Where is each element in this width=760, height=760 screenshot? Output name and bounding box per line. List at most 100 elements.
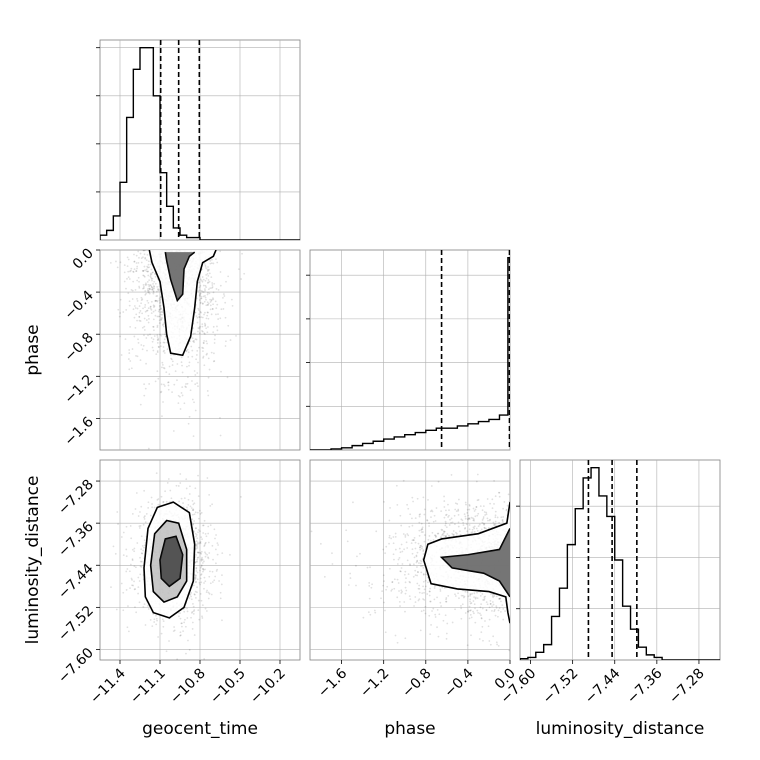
scatter-point <box>186 617 189 619</box>
scatter-point <box>136 355 139 358</box>
scatter-point <box>201 302 204 305</box>
scatter-point <box>473 603 476 606</box>
scatter-point <box>319 542 322 545</box>
scatter-point <box>460 605 462 607</box>
scatter-point <box>142 284 145 286</box>
scatter-point <box>411 539 414 542</box>
scatter-point <box>471 531 474 533</box>
scatter-point <box>145 319 148 321</box>
scatter-point <box>419 559 422 562</box>
scatter-point <box>493 608 496 611</box>
scatter-point <box>470 602 473 604</box>
scatter-point <box>201 558 204 561</box>
scatter-point <box>207 279 210 281</box>
scatter-point <box>426 581 429 584</box>
scatter-point <box>468 528 471 531</box>
scatter-point <box>129 525 132 527</box>
scatter-point <box>482 639 484 642</box>
scatter-point <box>141 326 144 329</box>
scatter-point <box>457 592 459 595</box>
scatter-point <box>143 603 146 606</box>
scatter-point <box>349 577 352 579</box>
scatter-point <box>196 571 199 574</box>
scatter-point <box>206 477 209 479</box>
scatter-point <box>480 617 483 620</box>
scatter-point <box>204 311 206 314</box>
scatter-point <box>222 308 225 310</box>
scatter-point <box>208 592 211 595</box>
scatter-point <box>468 617 471 620</box>
scatter-point <box>142 274 145 277</box>
scatter-point <box>194 487 197 490</box>
scatter-point <box>158 297 161 300</box>
scatter-point <box>165 500 168 503</box>
scatter-point <box>158 322 161 324</box>
scatter-point <box>179 612 181 615</box>
scatter-point <box>197 556 200 559</box>
scatter-point <box>177 402 180 405</box>
scatter-point <box>197 517 200 520</box>
scatter-point <box>441 534 444 537</box>
scatter-point <box>467 518 470 521</box>
scatter-point <box>127 605 129 607</box>
ytick-label: −7.44 <box>55 561 97 603</box>
scatter-point <box>420 531 423 533</box>
scatter-point <box>437 635 440 638</box>
scatter-point <box>134 307 137 309</box>
scatter-point <box>193 341 195 344</box>
scatter-point <box>153 305 156 308</box>
scatter-point <box>195 561 198 563</box>
scatter-point <box>159 311 162 314</box>
hist-step-geocent_time <box>100 46 300 240</box>
scatter-point <box>200 559 203 562</box>
scatter-point <box>143 539 146 542</box>
scatter-point <box>183 621 186 624</box>
scatter-point <box>146 309 149 312</box>
scatter-point <box>143 515 146 517</box>
scatter-point <box>426 519 429 521</box>
scatter-point <box>418 562 420 564</box>
scatter-point <box>153 306 155 308</box>
scatter-point <box>140 299 143 302</box>
scatter-point <box>399 605 401 607</box>
scatter-point <box>141 348 144 351</box>
scatter-point <box>116 511 119 513</box>
scatter-point <box>139 556 141 559</box>
scatter-point <box>194 409 197 412</box>
scatter-point <box>407 573 410 576</box>
scatter-point <box>170 357 172 360</box>
scatter-point <box>478 638 481 640</box>
scatter-point <box>366 566 369 569</box>
scatter-point <box>212 325 215 328</box>
scatter-point <box>119 261 122 264</box>
scatter-point <box>204 552 207 555</box>
scatter-point <box>144 310 147 313</box>
scatter-point <box>491 605 494 608</box>
scatter-point <box>129 587 131 590</box>
scatter-point <box>505 508 508 511</box>
scatter-point <box>133 588 136 591</box>
scatter-point <box>120 536 123 538</box>
grid-lines <box>100 460 300 660</box>
scatter-point <box>183 497 186 500</box>
scatter-point <box>211 258 213 261</box>
scatter-point <box>156 339 159 341</box>
scatter-point <box>165 650 168 653</box>
scatter-point <box>396 503 399 506</box>
scatter-point <box>136 300 139 302</box>
scatter-point <box>220 583 223 586</box>
scatter-point <box>368 584 371 587</box>
scatter-point <box>130 537 133 540</box>
scatter-point <box>132 584 135 587</box>
scatter-point <box>448 514 450 517</box>
scatter-point <box>133 268 136 271</box>
scatter-point <box>409 513 412 516</box>
scatter-point <box>418 587 421 590</box>
scatter-point <box>178 500 181 503</box>
scatter-point <box>469 593 472 596</box>
scatter-point <box>446 533 449 535</box>
scatter-point <box>180 392 183 394</box>
scatter-point <box>151 286 154 289</box>
ytick-label: −7.60 <box>55 645 97 687</box>
scatter-point <box>209 259 212 262</box>
